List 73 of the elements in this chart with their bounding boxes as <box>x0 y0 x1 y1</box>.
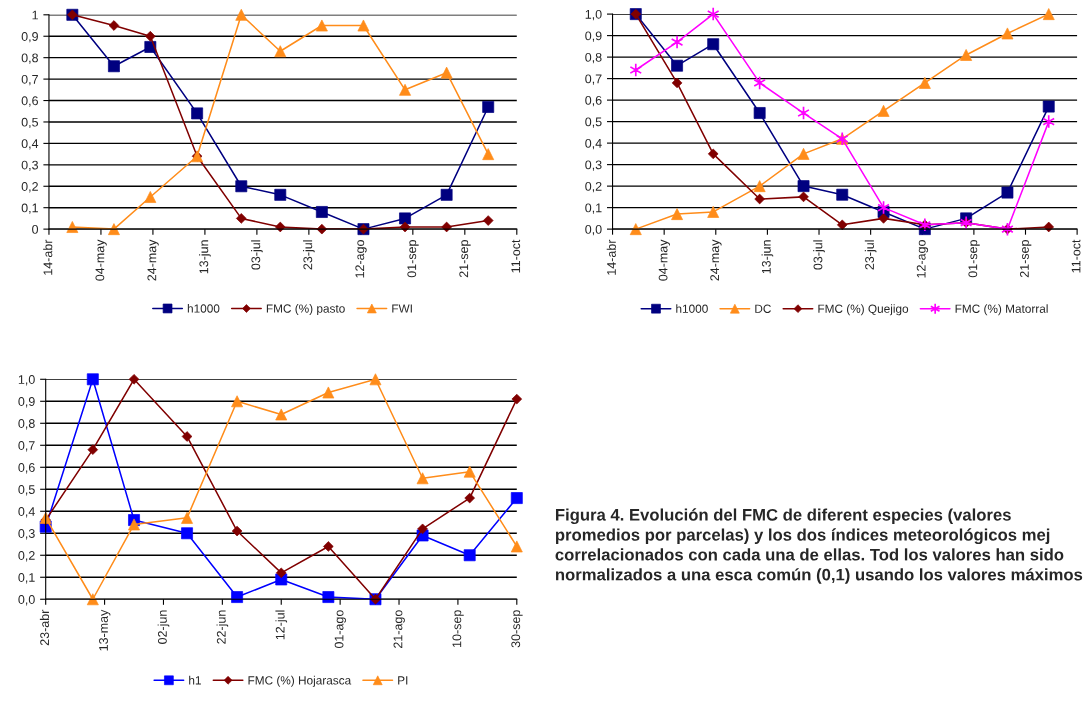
x-tick-label: 03-jul <box>251 240 263 270</box>
x-tick-label: 01-ago <box>334 610 346 649</box>
x-tick-label: 04-may <box>658 239 670 281</box>
y-tick-label: 0,1 <box>21 203 38 214</box>
y-tick-label: 0,2 <box>21 182 38 193</box>
y-tick-label: 0,2 <box>18 551 35 562</box>
x-tick-label: 04-may <box>95 239 107 281</box>
y-tick-label: 0,3 <box>585 160 602 171</box>
text: Figura 4. Evolución del FMC de diferent especies (valores promedios por parcelas) y los dos índices meteorológicos mej correlacionados con cada una de ellas. Tod los valores han sido normalizados a una esca común (0,1) usando los valores máximos <box>555 508 1083 584</box>
x-tick-label: 13-jun <box>761 240 774 274</box>
y-tick-label: 0,5 <box>21 117 39 129</box>
x-tick-label: 12-jul <box>275 610 288 640</box>
legend-label: PI <box>398 676 408 685</box>
x-tick-label: 24-may <box>710 239 722 281</box>
y-tick-label: 0,9 <box>21 32 38 43</box>
x-tick-label: 10-sep <box>452 610 464 647</box>
y-tick-label: 0,9 <box>18 397 35 408</box>
legend-label: FWI <box>392 304 412 313</box>
y-tick-label: 0,4 <box>585 138 602 150</box>
y-tick-label: 0,4 <box>18 507 35 518</box>
y-tick-label: 0,0 <box>585 224 602 236</box>
legend-label: DC <box>755 304 771 313</box>
legend-label: h1000 <box>676 304 708 313</box>
legend-label: FMC (%) Quejigo <box>818 304 909 316</box>
x-tick-label: 12-ago <box>916 240 929 278</box>
y-tick-label: 0,4 <box>21 139 39 150</box>
y-tick-label: 0,6 <box>585 95 602 107</box>
x-tick-label: 13-jun <box>199 240 211 274</box>
x-tick-label: 14-abr <box>43 239 53 275</box>
y-tick-label: 0,8 <box>585 52 602 64</box>
x-tick-label: 02-jun <box>157 610 170 644</box>
y-tick-label: 0,7 <box>18 441 35 452</box>
legend-label: h1 <box>189 675 201 685</box>
legend-label: h1000 <box>187 304 220 313</box>
y-tick-label: 0,1 <box>18 573 35 584</box>
y-tick-label: 0,2 <box>585 181 602 193</box>
y-tick-label: 0,5 <box>18 485 35 496</box>
y-tick-label: 0,0 <box>18 595 35 606</box>
x-tick-label: 01-sep <box>968 240 980 278</box>
y-tick-label: 0,5 <box>585 117 602 128</box>
x-tick-label: 11-oct <box>1071 239 1081 273</box>
y-tick-label: 1,0 <box>585 9 602 21</box>
legend-label: FMC (%) Hojarasca <box>248 675 352 687</box>
x-tick-label: 21-ago <box>393 610 405 648</box>
x-tick-label: 23-abr <box>39 609 50 646</box>
x-tick-label: 12-ago <box>355 240 367 278</box>
x-tick-label: 03-jul <box>813 240 825 270</box>
y-tick-label: 0,7 <box>585 74 602 85</box>
y-tick-label: 0,9 <box>585 31 602 42</box>
x-tick-label: 30-sep <box>511 610 523 648</box>
x-tick-label: 21-sep <box>1020 240 1032 278</box>
y-tick-label: 0,3 <box>21 160 38 171</box>
x-tick-label: 21-sep <box>459 240 471 278</box>
y-tick-label: 1 <box>32 10 38 20</box>
y-tick-label: 1,0 <box>18 375 35 386</box>
y-tick-label: 0 <box>32 224 39 234</box>
x-tick-label: 01-sep <box>407 240 419 278</box>
x-tick-label: 11-oct <box>511 239 521 273</box>
x-tick-label: 13-may <box>99 609 111 651</box>
legend-label: FMC (%) Matorral <box>955 304 1048 316</box>
y-tick-label: 0,6 <box>18 463 35 474</box>
y-tick-label: 0,3 <box>18 529 35 540</box>
y-tick-label: 0,1 <box>585 203 602 214</box>
x-tick-label: 22-jun <box>216 610 229 644</box>
legend-label: FMC (%) pasto <box>266 304 345 316</box>
y-tick-label: 0,6 <box>21 96 38 107</box>
x-tick-label: 23-jul <box>303 240 315 270</box>
x-tick-label: 14-abr <box>606 239 616 275</box>
y-tick-label: 0,7 <box>21 74 38 86</box>
y-tick-label: 0,8 <box>18 419 35 430</box>
y-tick-label: 0,8 <box>21 53 38 64</box>
x-tick-label: 23-jul <box>864 240 877 270</box>
x-tick-label: 24-may <box>147 239 159 281</box>
